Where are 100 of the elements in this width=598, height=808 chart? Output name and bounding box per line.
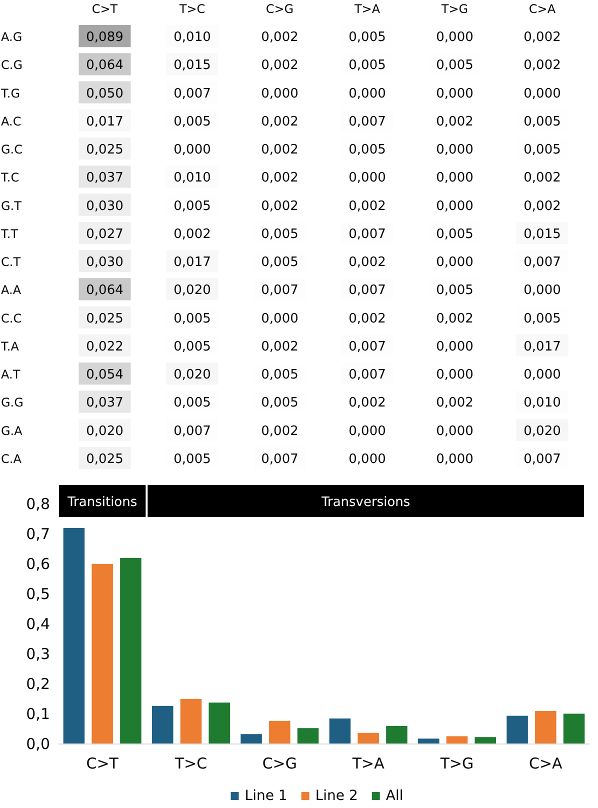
data-label: 0,089 xyxy=(86,30,124,46)
bar xyxy=(535,711,556,744)
data-label: 0,000 xyxy=(436,255,474,270)
data-label: 0,015 xyxy=(524,226,561,242)
data-label: 0,025 xyxy=(86,142,124,158)
data-label: 0,022 xyxy=(86,339,124,354)
data-label: 0,020 xyxy=(86,424,124,439)
data-label: 0,017 xyxy=(524,339,561,354)
x-tick-label: T>G xyxy=(440,2,468,16)
data-label: 0,005 xyxy=(348,30,386,46)
bar xyxy=(446,736,468,744)
data-label: 0,000 xyxy=(348,424,386,439)
data-label: 0,002 xyxy=(348,396,386,411)
data-label: 0,007 xyxy=(524,255,561,270)
band-label: Transversions xyxy=(320,495,410,510)
data-label: 0,025 xyxy=(86,452,124,467)
data-label: 0,002 xyxy=(174,226,211,242)
data-label: 0,000 xyxy=(524,283,561,298)
data-label: 0,020 xyxy=(174,283,211,298)
data-label: 0,020 xyxy=(174,368,211,383)
y-tick-label: 0,7 xyxy=(26,524,50,543)
data-label: 0,007 xyxy=(524,452,561,467)
data-label: 0,054 xyxy=(86,368,124,383)
data-label: 0,020 xyxy=(524,424,561,439)
data-label: 0,007 xyxy=(174,86,211,102)
y-tick-label: 0,8 xyxy=(26,494,50,513)
data-label: 0,064 xyxy=(86,283,124,298)
data-label: 0,007 xyxy=(261,452,298,467)
data-label: 0,002 xyxy=(524,198,561,214)
data-label: 0,002 xyxy=(524,30,561,46)
y-tick-label: A.G xyxy=(1,30,22,44)
data-label: 0,000 xyxy=(436,424,474,439)
data-label: 0,002 xyxy=(261,114,298,130)
y-tick-label: G.C xyxy=(1,142,22,157)
bar xyxy=(506,716,528,744)
data-label: 0,010 xyxy=(524,396,561,411)
data-label: 0,005 xyxy=(174,452,211,467)
y-tick-label: G.G xyxy=(1,396,24,410)
y-tick-label: 0,5 xyxy=(26,584,50,603)
x-tick-label: C>T xyxy=(92,2,118,16)
data-label: 0,000 xyxy=(348,452,386,467)
data-label: 0,005 xyxy=(261,368,298,383)
data-label: 0,007 xyxy=(174,424,211,439)
data-label: 0,000 xyxy=(436,170,474,186)
data-label: 0,000 xyxy=(348,86,386,102)
data-label: 0,007 xyxy=(261,283,298,298)
data-label: 0,000 xyxy=(261,86,298,102)
y-tick-label: 0,4 xyxy=(26,614,50,633)
data-label: 0,002 xyxy=(524,170,561,186)
data-label: 0,005 xyxy=(436,283,474,298)
data-label: 0,005 xyxy=(174,396,211,411)
bar xyxy=(386,726,408,744)
data-label: 0,002 xyxy=(261,58,298,74)
x-tick-label: T>C xyxy=(178,2,206,16)
data-label: 0,000 xyxy=(436,142,474,158)
data-label: 0,000 xyxy=(436,86,474,102)
bar xyxy=(329,718,351,744)
data-label: 0,005 xyxy=(524,311,561,326)
band-label: Transitions xyxy=(66,495,138,510)
bar xyxy=(240,734,262,744)
data-label: 0,010 xyxy=(174,30,211,46)
bar xyxy=(152,706,174,744)
data-label: 0,002 xyxy=(348,255,386,270)
x-tick-label: C>A xyxy=(528,2,556,16)
y-tick-label: 0,1 xyxy=(26,704,50,723)
data-label: 0,000 xyxy=(174,142,211,158)
y-tick-label: 0,6 xyxy=(26,554,50,573)
data-label: 0,005 xyxy=(348,142,386,158)
data-label: 0,030 xyxy=(86,255,124,270)
data-label: 0,002 xyxy=(261,424,298,439)
data-label: 0,030 xyxy=(86,198,124,214)
y-tick-label: 0,3 xyxy=(26,644,50,663)
y-tick-label: 0,2 xyxy=(26,674,50,693)
data-label: 0,025 xyxy=(86,311,124,326)
y-tick-label: G.T xyxy=(1,198,22,213)
data-label: 0,005 xyxy=(261,396,298,411)
bar xyxy=(120,558,142,744)
data-label: 0,007 xyxy=(348,339,386,354)
data-label: 0,000 xyxy=(436,30,474,46)
bar xyxy=(418,738,440,744)
data-label: 0,037 xyxy=(86,170,124,186)
data-label: 0,002 xyxy=(436,114,474,130)
data-label: 0,007 xyxy=(348,368,386,383)
y-tick-label: T.A xyxy=(0,339,20,354)
y-tick-label: A.C xyxy=(1,114,22,128)
data-label: 0,005 xyxy=(524,114,561,130)
data-label: 0,005 xyxy=(174,198,211,214)
data-label: 0,000 xyxy=(348,170,386,186)
x-tick-label: T>A xyxy=(353,2,381,16)
data-label: 0,005 xyxy=(261,255,298,270)
data-label: 0,002 xyxy=(261,170,298,186)
data-label: 0,037 xyxy=(86,396,124,411)
data-label: 0,015 xyxy=(174,58,211,74)
y-tick-label: C.G xyxy=(1,58,22,72)
data-label: 0,027 xyxy=(86,226,124,242)
bar xyxy=(180,699,202,744)
data-label: 0,002 xyxy=(348,198,386,214)
data-label: 0,000 xyxy=(524,368,561,383)
legend-label: All xyxy=(386,788,404,804)
legend-label: Line 1 xyxy=(244,788,288,804)
